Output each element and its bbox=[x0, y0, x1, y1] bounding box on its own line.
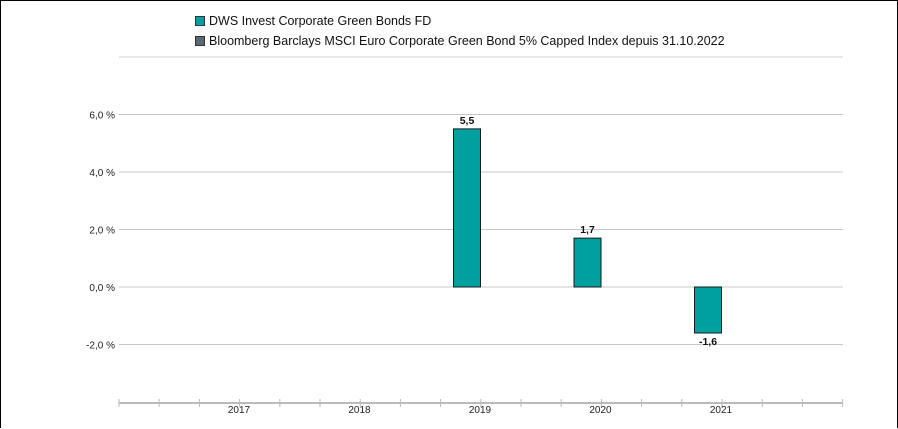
legend-item-benchmark: Bloomberg Barclays MSCI Euro Corporate G… bbox=[195, 31, 725, 51]
legend-label-benchmark: Bloomberg Barclays MSCI Euro Corporate G… bbox=[209, 34, 725, 48]
x-tick-label: 2019 bbox=[469, 405, 492, 416]
x-tick-label: 2018 bbox=[348, 405, 371, 416]
bar bbox=[573, 237, 602, 288]
legend-swatch-fund bbox=[195, 16, 205, 26]
bar bbox=[694, 286, 722, 334]
legend-swatch-benchmark bbox=[195, 36, 205, 46]
x-tick-label: 2017 bbox=[228, 405, 251, 416]
data-label: 5,5 bbox=[460, 115, 475, 127]
y-tick-label: 0,0 % bbox=[89, 283, 115, 294]
y-tick-label: 2,0 % bbox=[89, 226, 115, 237]
bar bbox=[453, 128, 481, 288]
x-tick-label: 2021 bbox=[710, 405, 733, 416]
data-label: -1,6 bbox=[699, 336, 717, 348]
data-label: 1,7 bbox=[580, 224, 595, 236]
y-tick-label: 4,0 % bbox=[89, 168, 115, 179]
chart-legend: DWS Invest Corporate Green Bonds FD Bloo… bbox=[195, 11, 725, 51]
x-tick-label: 2020 bbox=[589, 405, 612, 416]
y-tick-label: -2,0 % bbox=[86, 341, 115, 352]
legend-label-fund: DWS Invest Corporate Green Bonds FD bbox=[209, 14, 432, 28]
y-tick-label: 6,0 % bbox=[89, 111, 115, 122]
legend-item-fund: DWS Invest Corporate Green Bonds FD bbox=[195, 11, 725, 31]
